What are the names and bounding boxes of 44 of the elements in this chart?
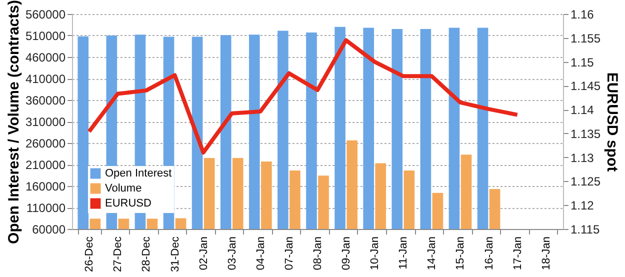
y-tick-label: 410000 <box>25 72 66 86</box>
x-tick-label: 02-Jan <box>198 236 210 270</box>
y-tick-label: 310000 <box>25 115 66 129</box>
x-tick-label: 14-Jan <box>426 236 438 270</box>
y2-tick-label: 1.16 <box>570 8 594 22</box>
line-series <box>87 38 520 155</box>
y2-tick-label: 1.155 <box>570 31 601 46</box>
y2-tick-label: 1.135 <box>570 126 601 141</box>
y2-tick-label: 1.15 <box>570 55 594 70</box>
y-tick-label: 60000 <box>32 222 66 236</box>
legend-label: Open Interest <box>105 168 172 180</box>
x-tick-label: 16-Jan <box>483 236 496 270</box>
x-tick-label: 11-Jan <box>398 236 410 270</box>
y2-axis-title: EURUSD spot <box>604 72 621 172</box>
y2-tick-label: 1.125 <box>570 174 601 189</box>
y2-tick-label: 1.12 <box>570 198 594 213</box>
x-tick-label: 18-Jan <box>540 236 552 270</box>
y-tick-label: 460000 <box>25 50 66 64</box>
y-tick-label: 160000 <box>25 180 66 194</box>
y-tick-label: 510000 <box>25 29 66 43</box>
x-tick-label: 27-Dec <box>112 236 124 272</box>
y2-tick-label: 1.13 <box>570 150 594 165</box>
x-tick-label: 31-Dec <box>169 236 182 272</box>
x-tick-label: 17-Jan <box>512 236 524 270</box>
y-tick-label: 110000 <box>26 201 66 215</box>
y2-tick-label: 1.115 <box>570 222 600 236</box>
x-tick-label: 09-Jan <box>340 236 353 270</box>
y-tick-label: 560000 <box>25 8 66 22</box>
x-tick-label: 08-Jan <box>312 236 324 270</box>
y-tick-label: 260000 <box>25 136 66 150</box>
x-tick-label: 03-Jan <box>226 236 238 270</box>
y-axis-title: Open Interest / Volume (contracts) <box>5 0 22 244</box>
x-tick-label: 07-Jan <box>283 236 296 270</box>
legend-label: Volume <box>105 182 142 194</box>
y-tick-label: 210000 <box>25 158 66 172</box>
y2-tick-label: 1.14 <box>570 103 594 118</box>
x-tick-label: 04-Jan <box>254 236 267 270</box>
y2-tick-label: 1.145 <box>570 79 601 94</box>
legend-label: EURUSD <box>105 198 152 210</box>
x-tick-label: 15-Jan <box>454 236 467 270</box>
x-tick-label: 26-Dec <box>84 236 96 272</box>
x-tick-label: 10-Jan <box>369 236 382 270</box>
x-tick-label: 28-Dec <box>140 236 153 272</box>
y-tick-label: 360000 <box>25 94 66 108</box>
